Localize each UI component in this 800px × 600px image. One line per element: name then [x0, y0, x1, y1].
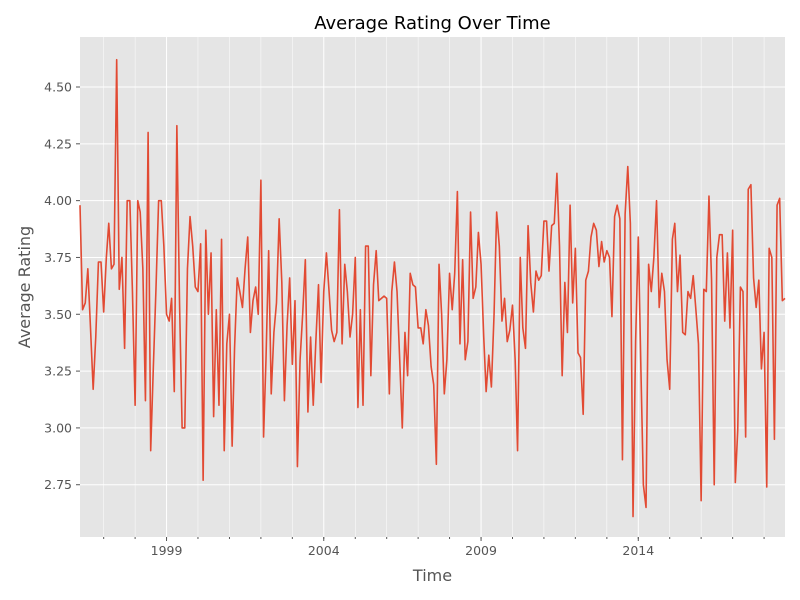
y-tick-label: 4.50 — [44, 80, 72, 95]
y-tick-label: 4.25 — [44, 136, 72, 151]
plot-area — [80, 37, 785, 537]
y-tick-label: 3.25 — [44, 364, 72, 379]
axis-ticks: 1999 2004 2009 2014 2.75 3.00 3.25 3.50 3.75 4.00… — [44, 80, 765, 558]
x-tick-label: 2014 — [622, 543, 654, 558]
y-tick-label: 2.75 — [44, 477, 72, 492]
x-tick-label: 2009 — [465, 543, 497, 558]
y-tick-label: 3.75 — [44, 250, 72, 265]
y-tick-label: 4.00 — [44, 193, 72, 208]
series-layer — [79, 58, 786, 518]
x-axis-label: Time — [412, 566, 452, 585]
y-tick-label: 3.00 — [44, 420, 72, 435]
y-tick-label: 3.50 — [44, 307, 72, 322]
y-axis-label: Average Rating — [15, 226, 34, 348]
series-line — [79, 58, 786, 518]
chart-title: Average Rating Over Time — [314, 13, 550, 34]
x-tick-label: 2004 — [308, 543, 340, 558]
x-tick-label: 1999 — [151, 543, 183, 558]
